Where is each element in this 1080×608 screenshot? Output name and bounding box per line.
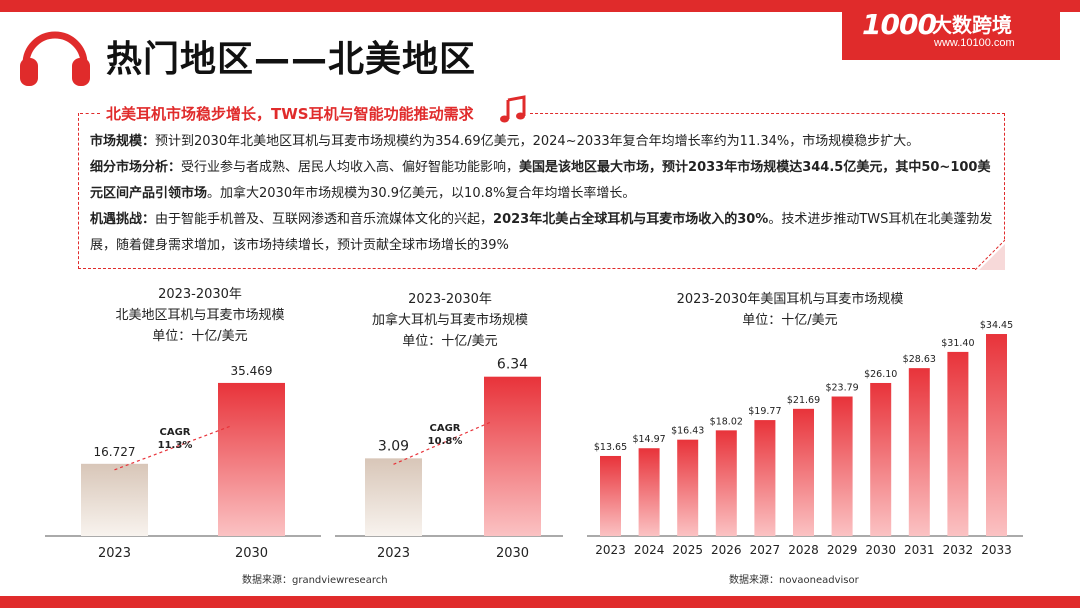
- bar-2028: [793, 408, 814, 536]
- chart-na-source: 数据来源：grandviewresearch: [242, 575, 388, 586]
- segment-analysis-paragraph: 细分市场分析：受行业参与者成熟、居民人均收入高、偏好智能功能影响，美国是该地区最…: [90, 155, 995, 207]
- segment-analysis-highlight: 美国是该地区最大市场，预计2033年市场规模达344.5亿美元，其中50~100…: [90, 160, 991, 201]
- x-tick-label: 2023: [377, 546, 410, 561]
- cagr-value: 11.3%: [158, 440, 193, 451]
- x-tick-label: 2031: [904, 543, 935, 557]
- chart-ca-title-line: 加拿大耳机与耳麦市场规模: [371, 313, 528, 328]
- summary-box: [78, 113, 1005, 269]
- bar-2029: [831, 396, 853, 536]
- cagr-value: 10.8%: [428, 436, 463, 447]
- x-tick-label: 2024: [634, 543, 665, 557]
- bar-2023: [365, 458, 422, 536]
- summary-title: 北美耳机市场稳步增长，TWS耳机与智能功能推动需求: [106, 105, 474, 123]
- bar-2026: [715, 430, 737, 536]
- bar-2025: [677, 439, 699, 536]
- x-tick-label: 2026: [711, 543, 742, 557]
- bar-value-label: $21.69: [787, 395, 820, 406]
- chart-na-title-line: 2023-2030年: [158, 287, 242, 302]
- bar-value-label: $14.97: [632, 434, 665, 445]
- x-tick-label: 2030: [235, 546, 268, 561]
- bar-value-label: $23.79: [825, 383, 858, 394]
- chart-united-states: $13.65 2023 $14.97 2024 $16.43 2025 $18.02 2026…: [587, 320, 1023, 557]
- bar-2023: [600, 455, 621, 536]
- opportunity-text-end: 。技术进步推动TWS耳机在北美蓬勃发展，随着健身需求增加，该市场持续增长，预计贡…: [90, 212, 993, 253]
- brand-logo[interactable]: 1000 大数跨境 www.10100.com: [842, 0, 1060, 60]
- chart-ca-title-line: 2023-2030年: [408, 292, 492, 307]
- chart-us-title-line: 2023-2030年美国耳机与耳麦市场规模: [676, 292, 904, 307]
- x-tick-label: 2023: [98, 546, 131, 561]
- logo-url: www.10100.com: [934, 37, 1015, 49]
- bar-value-label: $31.40: [941, 338, 974, 349]
- x-tick-label: 2033: [981, 543, 1012, 557]
- chart-na-unit: 单位：十亿/美元: [152, 329, 248, 344]
- cagr-trend-line: [114, 425, 232, 471]
- opportunity-text: 由于智能手机普及、互联网渗透和音乐流媒体文化的兴起，: [155, 212, 494, 227]
- chart-na-title-line: 北美地区耳机与耳麦市场规模: [115, 308, 285, 323]
- chart-us-source: 数据来源：novaoneadvisor: [729, 575, 859, 586]
- bar-value-label: $26.10: [864, 369, 897, 380]
- bar-2027: [754, 420, 776, 536]
- bar-2030: [218, 382, 285, 536]
- opportunity-paragraph: 机遇挑战：由于智能手机普及、互联网渗透和音乐流媒体文化的兴起，2023年北美占全…: [90, 207, 995, 259]
- bar-2030: [484, 376, 541, 536]
- bar-value-label: $18.02: [710, 416, 743, 427]
- market-size-text: 预计到2030年北美地区耳机与耳麦市场规模约为354.69亿美元，2024~20…: [155, 134, 920, 149]
- x-tick-label: 2028: [788, 543, 819, 557]
- chart-ca-unit: 单位：十亿/美元: [402, 334, 498, 349]
- page-fold-icon: [975, 240, 1005, 270]
- market-size-paragraph: 市场规模：预计到2030年北美地区耳机与耳麦市场规模约为354.69亿美元，20…: [90, 129, 995, 155]
- headphone-icon: [20, 31, 90, 86]
- bar-value-label: $16.43: [671, 426, 704, 437]
- bar-2023: [81, 463, 148, 536]
- bar-value-label: 6.34: [497, 357, 528, 373]
- x-tick-label: 2032: [943, 543, 974, 557]
- bar-value-label: 35.469: [231, 364, 273, 378]
- chart-ca-title: 2023-2030年 加拿大耳机与耳麦市场规模 单位：十亿/美元: [330, 289, 570, 352]
- chart-na-title: 2023-2030年 北美地区耳机与耳麦市场规模 单位：十亿/美元: [70, 284, 330, 347]
- x-tick-label: 2029: [827, 543, 858, 557]
- logo-mark: 1000: [862, 8, 937, 41]
- bar-2031: [908, 368, 930, 536]
- bar-value-label: $19.77: [748, 406, 781, 417]
- bar-2030: [870, 382, 892, 536]
- x-tick-label: 2025: [672, 543, 703, 557]
- bottom-accent-bar: [0, 596, 1080, 608]
- chart-us-title: 2023-2030年美国耳机与耳麦市场规模 单位：十亿/美元: [600, 289, 980, 331]
- chart-us-unit: 单位：十亿/美元: [742, 313, 838, 328]
- chart-canada: 3.09 2023 6.34 2030 CAGR 10.8%: [335, 357, 563, 561]
- x-tick-label: 2027: [750, 543, 781, 557]
- logo-name: 大数跨境: [932, 13, 1012, 37]
- chart-north-america: 16.727 2023 35.469 2030 CAGR 11.3%: [45, 364, 321, 561]
- bar-2033: [986, 334, 1007, 536]
- segment-analysis-text: 受行业参与者成熟、居民人均收入高、偏好智能功能影响，: [181, 160, 520, 175]
- page-title: 热门地区——北美地区: [106, 39, 477, 80]
- cagr-label: CAGR: [430, 423, 461, 434]
- x-tick-label: 2023: [595, 543, 626, 557]
- bar-2024: [638, 448, 660, 536]
- bar-value-label: $13.65: [594, 442, 627, 453]
- summary-divider-left: [80, 113, 100, 114]
- x-tick-label: 2030: [496, 546, 529, 561]
- market-size-label: 市场规模：: [90, 134, 156, 149]
- cagr-label: CAGR: [160, 427, 191, 438]
- bar-value-label: 16.727: [94, 445, 136, 459]
- bar-value-label: 3.09: [378, 438, 409, 454]
- x-tick-label: 2030: [865, 543, 896, 557]
- music-note-icon: [500, 95, 526, 123]
- opportunity-label: 机遇挑战：: [90, 212, 156, 227]
- top-accent-bar: [0, 0, 1080, 12]
- segment-analysis-text-end: 。加拿大2030年市场规模为30.9亿美元，以10.8%复合年均增长率增长。: [207, 186, 636, 201]
- segment-analysis-label: 细分市场分析：: [90, 160, 182, 175]
- opportunity-highlight: 2023年北美占全球耳机与耳麦市场收入的30%: [493, 212, 769, 227]
- bar-value-label: $28.63: [903, 354, 936, 365]
- bar-2032: [947, 351, 969, 536]
- summary-divider-right: [530, 113, 1005, 114]
- bar-value-label: $34.45: [980, 320, 1013, 331]
